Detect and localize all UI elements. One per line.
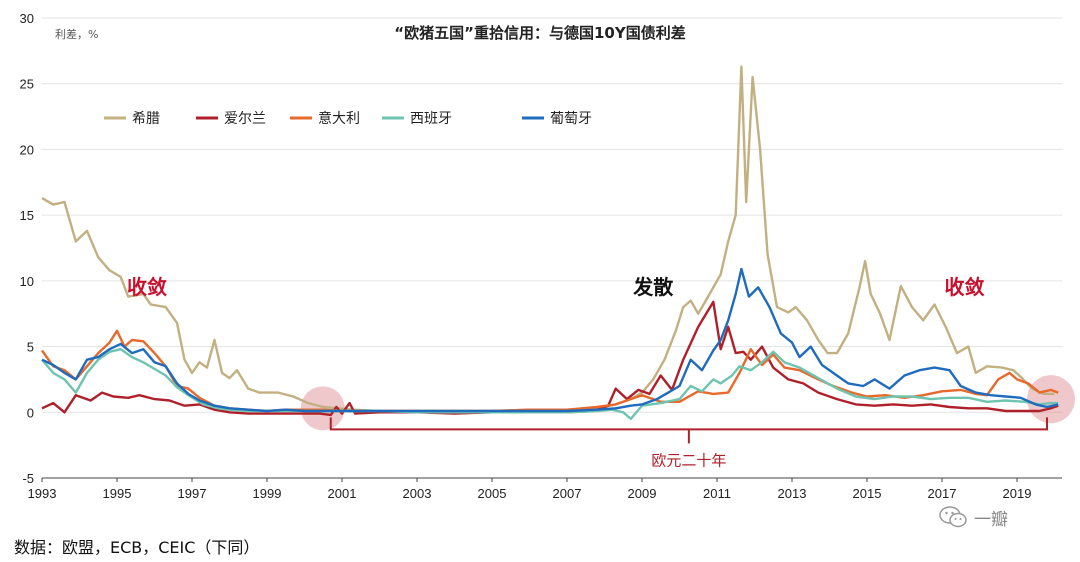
x-tick-label: 1993 bbox=[28, 486, 57, 501]
unit-label: 利差，% bbox=[55, 27, 98, 41]
series-line-1 bbox=[41, 300, 1059, 417]
legend-label: 葡萄牙 bbox=[550, 111, 592, 127]
x-tick-label: 2017 bbox=[928, 486, 957, 501]
annotation-1: 发散 bbox=[632, 275, 674, 299]
source-note: 数据：欧盟，ECB，CEIC（下同） bbox=[14, 538, 260, 557]
x-tick-label: 2015 bbox=[853, 486, 882, 501]
y-axis-ticks: -5 0 5 10 15 20 25 30 bbox=[20, 11, 34, 486]
series-line-4 bbox=[41, 267, 1059, 413]
legend: 希腊 爱尔兰 意大利 西班牙 葡萄牙 bbox=[104, 110, 592, 127]
legend-label: 爱尔兰 bbox=[224, 111, 266, 127]
x-tick-label: 2011 bbox=[703, 486, 731, 501]
x-tick-label: 2005 bbox=[478, 486, 507, 501]
y-tick-label: 0 bbox=[27, 405, 34, 420]
legend-label: 西班牙 bbox=[410, 111, 452, 127]
annotation-2: 收敛 bbox=[945, 275, 985, 299]
series-line-2 bbox=[41, 329, 1059, 413]
x-tick-label: 2007 bbox=[553, 486, 582, 501]
bracket-line bbox=[329, 417, 1048, 444]
series-lines bbox=[41, 65, 1059, 421]
x-tick-label: 2009 bbox=[628, 486, 657, 501]
y-tick-label: 25 bbox=[20, 77, 34, 92]
y-tick-label: -5 bbox=[22, 471, 34, 486]
highlight-circle-2019 bbox=[1027, 375, 1075, 424]
y-tick-label: 10 bbox=[20, 274, 34, 289]
legend-label: 意大利 bbox=[318, 110, 360, 127]
x-tick-label: 2019 bbox=[1003, 486, 1032, 501]
x-tick-label: 1995 bbox=[103, 486, 132, 501]
series-line-3 bbox=[41, 348, 1059, 421]
highlight-circles bbox=[300, 375, 1075, 431]
y-tick-label: 15 bbox=[20, 208, 34, 223]
y-tick-label: 20 bbox=[20, 142, 34, 157]
watermark: 一瓣 bbox=[938, 502, 1050, 532]
x-tick-label: 2001 bbox=[328, 486, 357, 501]
watermark-text: 一瓣 bbox=[974, 509, 1008, 530]
legend-label: 希腊 bbox=[132, 111, 160, 127]
wechat-icon bbox=[939, 506, 967, 528]
y-tick-label: 5 bbox=[27, 340, 34, 355]
chart-title: “欧猪五国”重拾信用：与德国10Y国债利差 bbox=[394, 24, 685, 42]
x-tick-label: 1999 bbox=[253, 486, 282, 501]
x-tick-label: 1997 bbox=[178, 486, 207, 501]
x-tick-label: 2013 bbox=[778, 486, 807, 501]
y-tick-label: 30 bbox=[20, 11, 34, 26]
x-tick-label: 2003 bbox=[403, 486, 432, 501]
x-axis-ticks: 1993 1995 1997 1999 2001 2003 2005 2007 2009 2011… bbox=[28, 478, 1032, 501]
chart: -5 0 5 10 15 20 25 30 1993 1995 1997 1999 2001 2003 2… bbox=[20, 11, 1075, 501]
highlight-circle-2001 bbox=[300, 386, 345, 431]
series-line-0 bbox=[41, 65, 1055, 413]
euro-bracket: 欧元二十年 bbox=[329, 417, 1048, 469]
bracket-label: 欧元二十年 bbox=[651, 451, 726, 469]
annotation-0: 收敛 bbox=[127, 275, 167, 299]
annotations: 收敛 发散 收敛 bbox=[127, 275, 985, 299]
